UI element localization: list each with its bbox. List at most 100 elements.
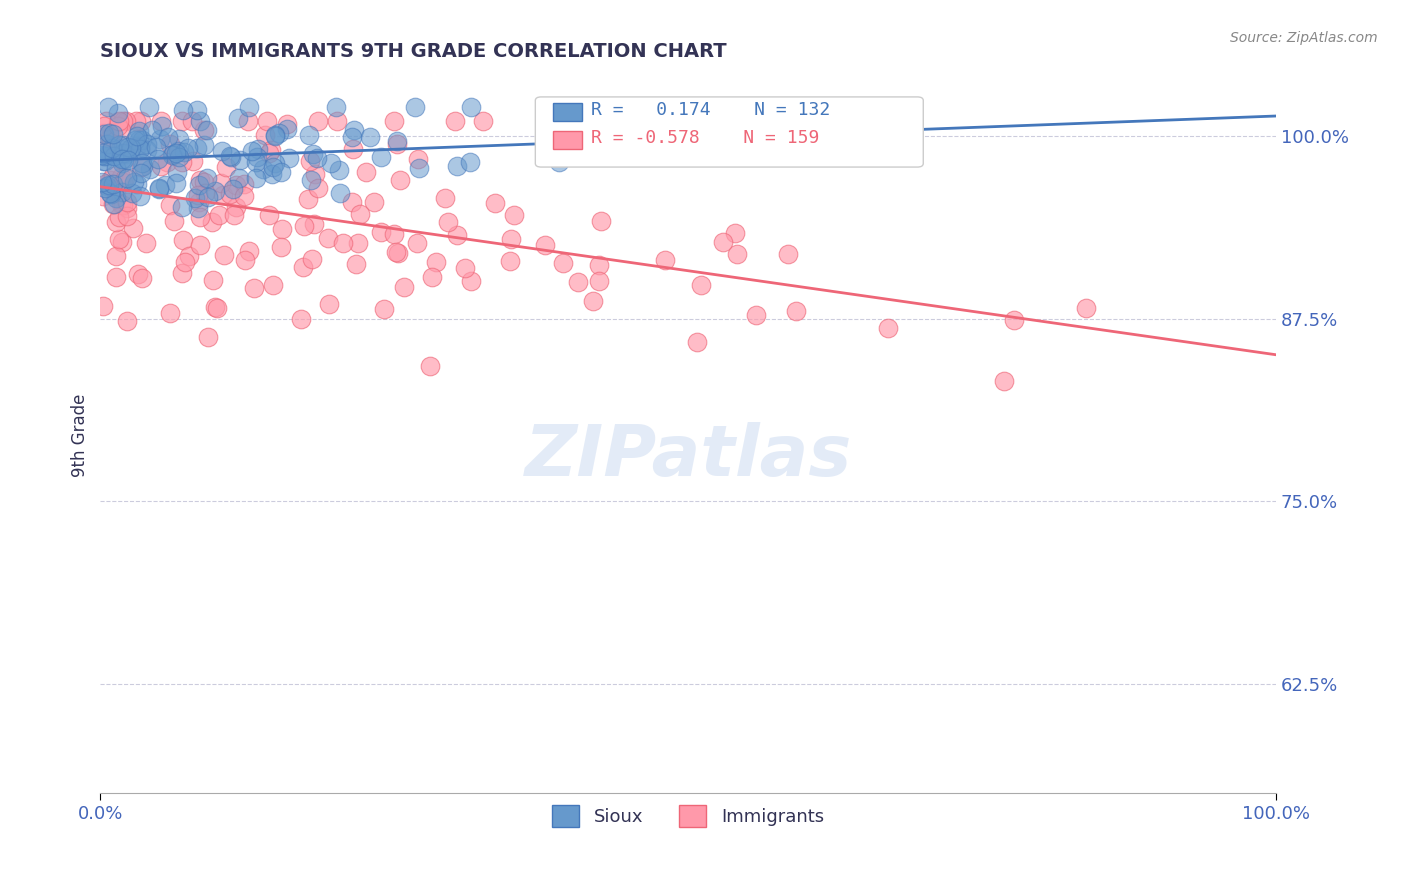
Point <box>219 149 242 163</box>
Point <box>276 121 298 136</box>
Point <box>90 148 112 162</box>
Point <box>385 136 408 151</box>
Point <box>148 182 170 196</box>
Point <box>307 151 329 165</box>
Point <box>97 126 120 140</box>
Point <box>136 143 159 157</box>
Point <box>173 255 195 269</box>
Point <box>187 201 209 215</box>
Point <box>299 173 322 187</box>
Point <box>167 145 190 159</box>
Point <box>278 152 301 166</box>
Point <box>408 161 430 175</box>
Point <box>136 137 159 152</box>
Point <box>128 133 150 147</box>
Point <box>304 167 326 181</box>
Point <box>194 186 217 200</box>
Point <box>425 254 447 268</box>
Point <box>238 114 260 128</box>
Point <box>111 153 134 167</box>
Point <box>264 155 287 169</box>
Point <box>228 153 250 167</box>
Text: Source: ZipAtlas.com: Source: ZipAtlas.com <box>1230 31 1378 45</box>
Point <box>124 133 146 147</box>
Point <box>107 150 129 164</box>
Point <box>104 270 127 285</box>
Point <box>122 175 145 189</box>
Point <box>342 142 364 156</box>
Point <box>172 200 194 214</box>
Point <box>290 311 312 326</box>
Point <box>93 119 115 133</box>
Point <box>224 208 246 222</box>
Point <box>228 170 250 185</box>
Point <box>297 192 319 206</box>
Point <box>188 237 211 252</box>
Point <box>167 150 190 164</box>
Point <box>108 143 131 157</box>
Point <box>98 129 121 144</box>
Point <box>308 114 330 128</box>
Point <box>94 114 117 128</box>
Point <box>93 128 115 142</box>
Point <box>384 114 406 128</box>
Text: R =   0.174    N = 132: R = 0.174 N = 132 <box>591 101 830 119</box>
Point <box>128 140 150 154</box>
Point <box>167 132 190 146</box>
Point <box>93 126 115 140</box>
Text: R = -0.578    N = 159: R = -0.578 N = 159 <box>591 129 818 147</box>
Point <box>257 146 280 161</box>
Point <box>291 260 314 274</box>
Point <box>129 166 152 180</box>
Point <box>458 155 481 169</box>
Point <box>96 136 118 151</box>
Point <box>128 141 150 155</box>
Point <box>150 114 173 128</box>
Point <box>211 188 233 202</box>
Point <box>270 165 292 179</box>
Point <box>112 137 135 152</box>
Point <box>276 117 298 131</box>
Point <box>446 159 468 173</box>
Point <box>153 178 176 193</box>
Point <box>785 304 807 318</box>
Point <box>419 359 441 374</box>
Point <box>204 301 226 315</box>
Point <box>245 155 267 169</box>
Bar <box>553 131 582 149</box>
Point <box>205 301 228 315</box>
Point <box>111 185 134 199</box>
Point <box>225 200 247 214</box>
Point <box>110 197 132 211</box>
Point <box>433 191 456 205</box>
Point <box>591 214 613 228</box>
Point <box>745 308 768 322</box>
Point <box>877 320 900 334</box>
Point <box>111 114 134 128</box>
Point <box>302 147 325 161</box>
Point <box>1002 313 1025 327</box>
Point <box>503 208 526 222</box>
Point <box>125 178 148 192</box>
Point <box>406 152 429 166</box>
Point <box>370 225 392 239</box>
Point <box>201 273 224 287</box>
Point <box>111 145 134 160</box>
Point <box>201 215 224 229</box>
Point <box>346 235 368 250</box>
Point <box>110 123 132 137</box>
Point <box>129 161 152 175</box>
Point <box>101 196 124 211</box>
Point <box>131 155 153 169</box>
Point <box>183 153 205 168</box>
Point <box>302 217 325 231</box>
Point <box>103 196 125 211</box>
Point <box>454 261 477 276</box>
Point <box>135 235 157 250</box>
Point <box>138 100 160 114</box>
Point <box>125 114 148 128</box>
Point <box>111 175 134 189</box>
Point <box>359 130 381 145</box>
Point <box>325 114 347 128</box>
Point <box>270 239 292 253</box>
